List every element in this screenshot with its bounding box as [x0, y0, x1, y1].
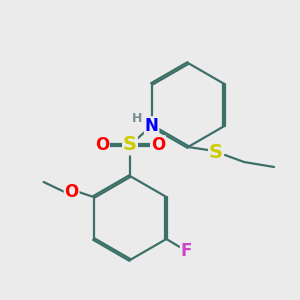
Text: O: O — [151, 136, 165, 154]
Text: N: N — [145, 117, 159, 135]
Text: O: O — [64, 183, 79, 201]
Text: S: S — [123, 136, 137, 154]
Text: H: H — [131, 112, 142, 124]
Text: S: S — [209, 142, 223, 161]
Text: O: O — [95, 136, 109, 154]
Text: F: F — [181, 242, 192, 260]
